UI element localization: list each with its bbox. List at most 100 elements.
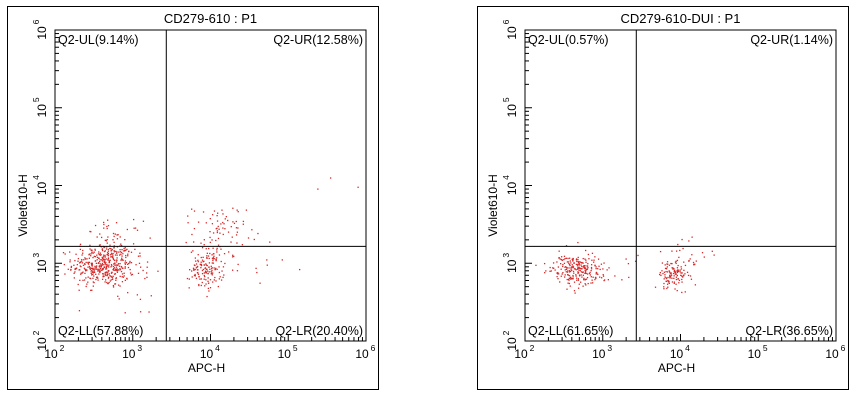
data-point — [686, 271, 689, 273]
data-point — [670, 274, 673, 276]
data-point — [122, 259, 124, 261]
data-point — [557, 272, 559, 274]
data-point — [575, 258, 578, 260]
data-point — [572, 276, 574, 278]
data-point — [670, 262, 672, 265]
data-point — [130, 262, 133, 264]
data-point — [118, 298, 120, 300]
data-point — [118, 251, 120, 253]
data-point — [213, 267, 215, 269]
data-point — [82, 264, 85, 267]
y-tick-label-group: 106 — [501, 19, 519, 39]
data-point — [96, 236, 98, 238]
data-point — [564, 274, 566, 276]
data-point — [116, 246, 119, 248]
data-point — [212, 272, 214, 274]
data-point — [598, 265, 600, 267]
data-point — [245, 209, 248, 211]
data-point — [148, 311, 150, 313]
data-point — [121, 281, 124, 283]
data-point — [197, 273, 200, 276]
data-point — [142, 269, 144, 272]
data-point — [680, 272, 682, 274]
data-point — [73, 264, 75, 266]
data-point — [691, 254, 693, 256]
data-point — [129, 262, 131, 264]
data-point — [92, 273, 94, 276]
data-point — [590, 268, 593, 270]
data-point — [666, 271, 669, 273]
data-point — [682, 247, 684, 250]
data-point — [259, 282, 261, 284]
data-point — [75, 253, 77, 255]
data-point — [574, 268, 576, 270]
data-point — [81, 260, 83, 262]
data-point — [95, 262, 98, 264]
data-point — [565, 266, 567, 268]
data-point — [570, 276, 572, 278]
data-point — [219, 276, 221, 278]
data-point — [108, 260, 111, 262]
y-tick-label-group: 103 — [501, 253, 519, 273]
data-point — [191, 276, 193, 278]
data-point — [577, 278, 580, 280]
data-point — [665, 280, 667, 282]
data-point — [672, 272, 675, 275]
data-point — [200, 256, 202, 259]
data-point — [123, 249, 125, 252]
data-point — [664, 274, 666, 276]
data-point — [679, 249, 681, 252]
data-point — [584, 272, 587, 274]
data-point — [87, 263, 90, 265]
data-point — [701, 252, 704, 254]
data-point — [544, 272, 546, 274]
y-axis-ticks — [525, 29, 532, 342]
data-point — [575, 277, 578, 279]
data-point — [216, 227, 218, 229]
data-point — [146, 261, 149, 263]
data-point — [581, 276, 583, 278]
data-point — [586, 265, 588, 267]
data-point — [214, 276, 216, 279]
data-point — [188, 287, 190, 289]
y-tick-label: 10 — [505, 182, 519, 196]
data-point — [213, 253, 215, 255]
data-point — [107, 257, 110, 259]
data-point — [580, 274, 582, 276]
data-point — [561, 259, 564, 261]
data-point — [196, 271, 199, 274]
data-point — [122, 276, 124, 278]
data-point — [677, 270, 680, 272]
data-point — [597, 268, 599, 270]
data-point — [125, 249, 127, 251]
data-point — [82, 252, 84, 254]
data-point — [583, 265, 585, 267]
data-point — [102, 276, 104, 278]
data-point — [212, 257, 215, 259]
data-point — [103, 221, 105, 224]
data-point — [203, 244, 205, 246]
y-tick-label-group: 106 — [31, 19, 49, 39]
data-point — [103, 275, 105, 277]
data-point — [591, 282, 594, 284]
data-point — [585, 259, 587, 261]
data-point — [81, 262, 84, 264]
data-point — [95, 266, 97, 268]
data-point — [90, 262, 92, 264]
data-point — [681, 291, 683, 294]
data-point — [101, 256, 103, 259]
data-point — [566, 261, 569, 263]
data-point — [594, 256, 596, 258]
data-point — [237, 211, 239, 213]
data-point — [120, 253, 122, 255]
data-point — [198, 276, 200, 278]
data-point — [124, 238, 126, 241]
data-point — [558, 273, 560, 275]
data-point — [88, 265, 91, 268]
data-point — [107, 253, 109, 256]
data-point — [571, 264, 573, 266]
data-point — [687, 274, 690, 277]
data-point — [112, 269, 114, 271]
data-point — [93, 251, 95, 253]
data-point — [195, 267, 198, 269]
